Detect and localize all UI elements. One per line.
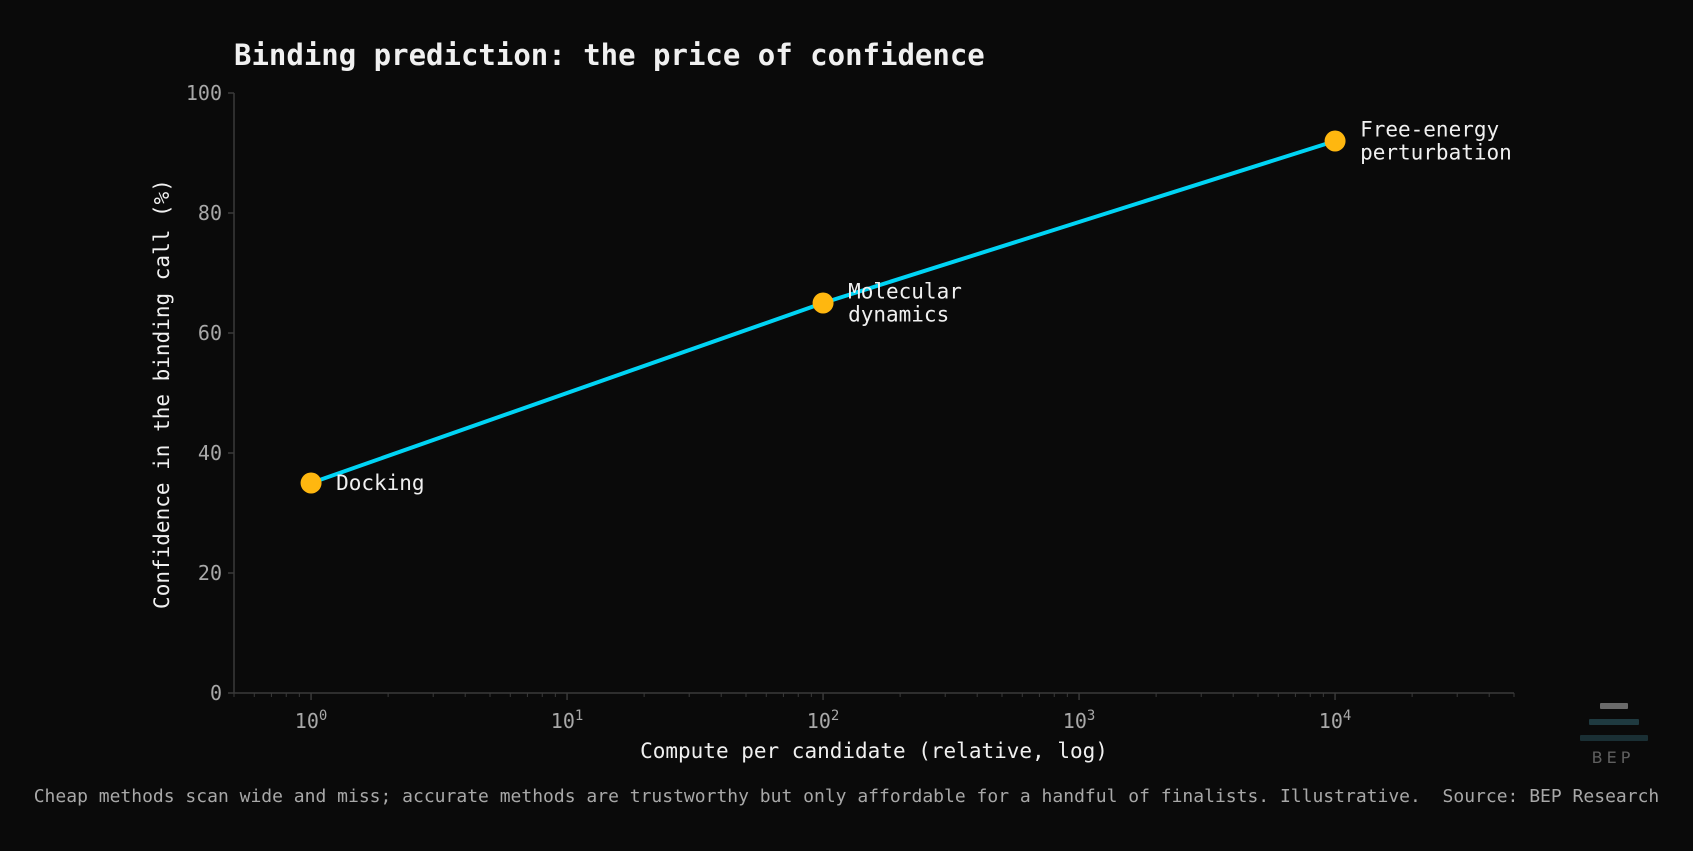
logo-bar: [1589, 719, 1639, 725]
y-tick-label: 40: [198, 441, 222, 465]
x-tick-label: 104: [1319, 708, 1352, 733]
x-tick-label: 101: [551, 708, 584, 733]
x-axis-label: Compute per candidate (relative, log): [640, 739, 1108, 763]
logo-bar: [1580, 735, 1648, 741]
y-tick-label: 20: [198, 561, 222, 585]
y-tick-label: 0: [210, 681, 222, 705]
y-tick-label: 100: [186, 81, 222, 105]
y-tick-label: 80: [198, 201, 222, 225]
bep-logo: BEP: [1578, 700, 1648, 770]
point-label: Molecular dynamics: [848, 280, 962, 327]
axes: 0 20 40 60 80 100 100 101 102 103 104: [186, 81, 1515, 733]
y-axis-label: Confidence in the binding call (%): [150, 179, 174, 609]
data-point: [1324, 130, 1346, 152]
point-label: Free-energy perturbation: [1360, 118, 1512, 165]
x-tick-label: 100: [295, 708, 328, 733]
x-tick-label: 103: [1063, 708, 1096, 733]
chart-caption: Cheap methods scan wide and miss; accura…: [33, 786, 1660, 807]
point-label: Docking: [336, 471, 425, 495]
logo-bar: [1600, 703, 1628, 709]
y-tick-label: 60: [198, 321, 222, 345]
series-marks: Docking Molecular dynamics Free-energy pertu…: [300, 118, 1512, 495]
x-tick-label: 102: [807, 708, 840, 733]
chart-title: Binding prediction: the price of confide…: [234, 38, 985, 72]
data-point: [812, 292, 834, 314]
logo-text: BEP: [1591, 748, 1635, 767]
data-point: [300, 472, 322, 494]
